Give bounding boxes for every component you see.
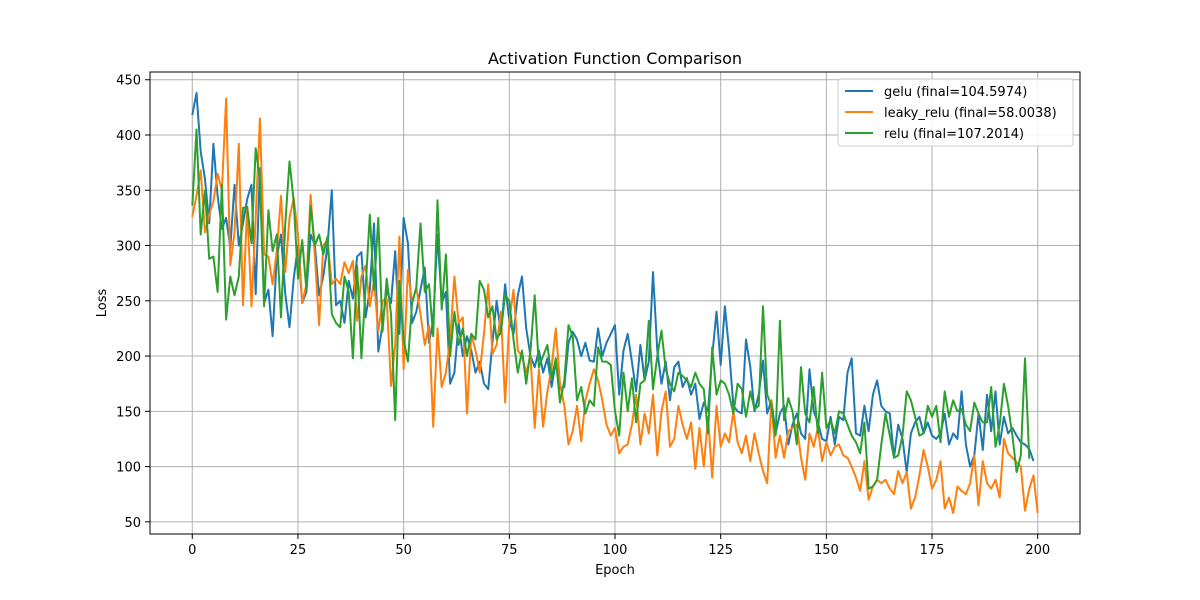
legend-label-2: relu (final=107.2014)	[884, 127, 1024, 142]
y-tick-label: 100	[116, 461, 141, 476]
y-tick-label: 300	[116, 240, 141, 255]
y-tick-label: 450	[116, 74, 141, 89]
y-tick-label: 50	[124, 516, 141, 531]
series-line-2	[191, 128, 1031, 490]
series-layer	[191, 92, 1039, 514]
legend-label-1: leaky_relu (final=58.0038)	[884, 106, 1057, 121]
x-tick-label: 100	[603, 543, 628, 558]
y-tick-label: 350	[116, 184, 141, 199]
y-axis-label: Loss	[95, 289, 110, 318]
chart-title: Activation Function Comparison	[488, 49, 742, 68]
y-tick-label: 150	[116, 405, 141, 420]
x-axis: 0 25 50 75 100 125 150 175 200	[188, 534, 1050, 558]
legend-box	[837, 78, 1074, 147]
y-tick-label: 250	[116, 295, 141, 310]
legend-label-0: gelu (final=104.5974)	[884, 85, 1027, 100]
x-tick-label: 25	[290, 543, 307, 558]
series-line-1	[191, 97, 1039, 514]
y-axis: 50 100 150 200 250 300 350 400 450	[116, 74, 150, 531]
x-tick-label: 0	[188, 543, 196, 558]
y-tick-label: 200	[116, 350, 141, 365]
x-tick-label: 75	[501, 543, 518, 558]
x-tick-label: 50	[395, 543, 412, 558]
legend: gelu (final=104.5974) leaky_relu (final=5…	[837, 78, 1074, 147]
x-tick-label: 150	[814, 543, 839, 558]
grid	[150, 72, 1080, 534]
x-tick-label: 200	[1025, 543, 1050, 558]
x-tick-label: 175	[920, 543, 945, 558]
x-axis-label: Epoch	[595, 563, 635, 578]
x-tick-label: 125	[708, 543, 733, 558]
y-tick-label: 400	[116, 129, 141, 144]
